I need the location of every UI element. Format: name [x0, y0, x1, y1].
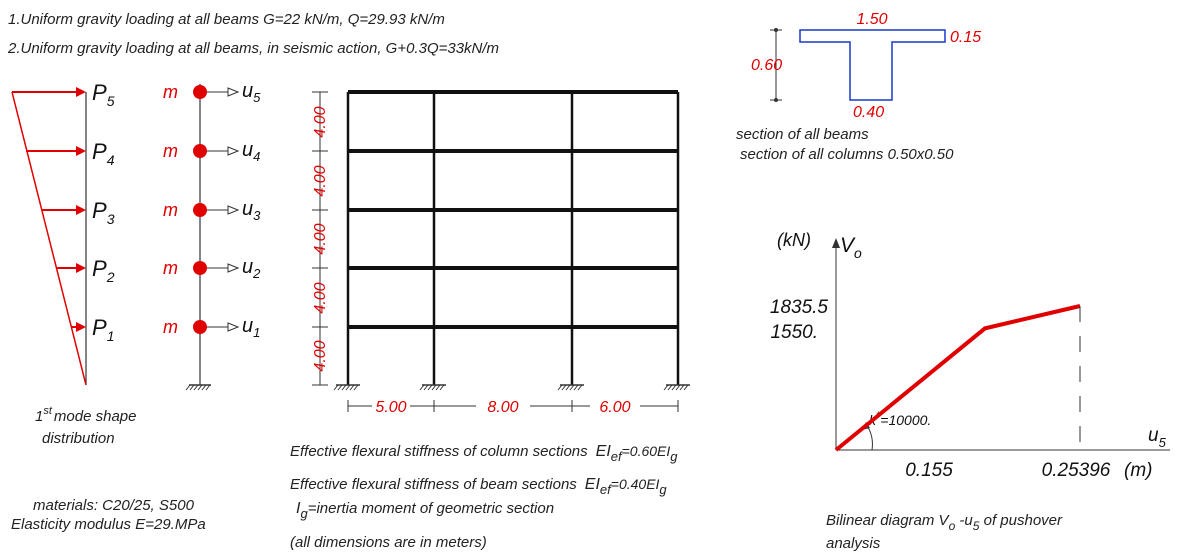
y-axis-arrow-icon	[832, 238, 840, 248]
arrowhead-icon	[76, 205, 86, 215]
frame-elevation: 4.00 4.00 4.00 4.00 4.00	[312, 90, 690, 416]
y-tick-label-1835: 1835.5	[770, 297, 829, 318]
displacement-arrow-icon	[227, 322, 240, 332]
bay-width-1: 5.00	[375, 399, 406, 416]
arrowhead-icon	[76, 146, 86, 156]
inertia-note: Ig=inertia moment of geometric section	[296, 500, 554, 521]
fixed-support-icon	[333, 384, 360, 391]
mass-node-2	[193, 261, 207, 275]
displacement-arrow-icon	[227, 146, 240, 156]
mass-node-5	[193, 85, 207, 99]
displacement-arrow-icon	[227, 87, 240, 97]
storey-height-1: 4.00	[312, 340, 329, 371]
mass-node-4	[193, 144, 207, 158]
section-depth-label: 0.60	[751, 57, 782, 74]
flange-width-label: 1.50	[856, 11, 887, 28]
fixed-support-icon	[557, 384, 584, 391]
mass-label-4: m	[163, 141, 178, 161]
displacement-arrow-icon	[227, 205, 240, 215]
mass-label-3: m	[163, 200, 178, 220]
fixed-support-icon	[185, 384, 211, 391]
chart-x-label: u5	[1148, 425, 1167, 450]
storey-height-3: 4.00	[312, 223, 329, 254]
disp-label-u4: u4	[242, 139, 260, 164]
beam-section: 1.50 0.15 0.60 0.40 section of all beams…	[736, 11, 981, 163]
chart-caption-line1: Bilinear diagram Vo -u5 of pushover	[826, 512, 1063, 533]
materials-line-2: Elasticity modulus E=29.MPa	[11, 516, 206, 533]
stiffness-notes: Effective flexural stiffness of column s…	[290, 443, 678, 551]
mass-node-1	[193, 320, 207, 334]
flange-thickness-label: 0.15	[950, 29, 981, 46]
disp-label-u5: u5	[242, 80, 261, 105]
beam-stiffness-note: Effective flexural stiffness of beam sec…	[290, 476, 667, 497]
mass-label-5: m	[163, 82, 178, 102]
chart-y-label: Vo	[840, 234, 862, 261]
dimensions-note: (all dimensions are in meters)	[290, 534, 487, 551]
load-distribution: P5 P4 P3 P2 P1 1st mode shape distributio…	[11, 80, 136, 447]
load-envelope	[11, 91, 87, 386]
arrowhead-icon	[76, 322, 86, 332]
bay-dimension-line	[347, 400, 679, 412]
load-label-p2: P2	[92, 256, 115, 285]
note-line-1: 1.Uniform gravity loading at all beams G…	[8, 11, 445, 28]
t-section-outline	[799, 29, 946, 101]
x-tick-label-025396: 0.25396	[1042, 460, 1111, 481]
storey-height-2: 4.00	[312, 282, 329, 313]
storey-height-5: 4.00	[312, 106, 329, 137]
arrowhead-icon	[76, 87, 86, 97]
pushover-curve	[834, 304, 1081, 452]
disp-label-u1: u1	[242, 315, 260, 340]
web-width-label: 0.40	[853, 104, 884, 121]
pushover-chart: (kN) Vo u5 1835.5 1550. 0.155 0.25396 (m…	[770, 230, 1170, 552]
materials-line-1: materials: C20/25, S500	[33, 497, 195, 514]
mass-label-2: m	[163, 258, 178, 278]
column-stiffness-note: Effective flexural stiffness of column s…	[290, 443, 678, 464]
chart-y-unit: (kN)	[777, 230, 811, 250]
disp-label-u2: u2	[242, 256, 261, 281]
fixed-support-icon	[663, 384, 690, 391]
chart-caption-line2: analysis	[826, 535, 881, 552]
mass-model: m m m m m u5 u4 u3 u2 u1	[163, 80, 261, 391]
beam-section-caption: section of all beams	[736, 126, 869, 143]
disp-label-u3: u3	[242, 198, 261, 223]
load-label-p1: P1	[92, 315, 114, 344]
fixed-support-icon	[419, 384, 446, 391]
load-label-p5: P5	[92, 80, 115, 109]
load-label-p4: P4	[92, 139, 115, 168]
note-line-2: 2.Uniform gravity loading at all beams, …	[7, 40, 499, 57]
x-tick-label-0155: 0.155	[905, 460, 953, 481]
storey-height-4: 4.00	[312, 165, 329, 196]
arrowhead-icon	[76, 263, 86, 273]
mode-shape-caption-2: distribution	[42, 430, 115, 447]
mass-node-3	[193, 203, 207, 217]
stiffness-k-label: k*=10000.	[869, 410, 931, 428]
bay-width-3: 6.00	[599, 399, 630, 416]
load-label-p3: P3	[92, 198, 115, 227]
bay-width-2: 8.00	[487, 399, 518, 416]
mass-label-1: m	[163, 317, 178, 337]
displacement-arrow-icon	[227, 263, 240, 273]
column-section-caption: section of all columns 0.50x0.50	[740, 146, 954, 163]
mode-shape-caption-1: 1st mode shape	[35, 405, 136, 425]
x-unit-label: (m)	[1124, 460, 1152, 481]
y-tick-label-1550: 1550.	[770, 322, 818, 343]
